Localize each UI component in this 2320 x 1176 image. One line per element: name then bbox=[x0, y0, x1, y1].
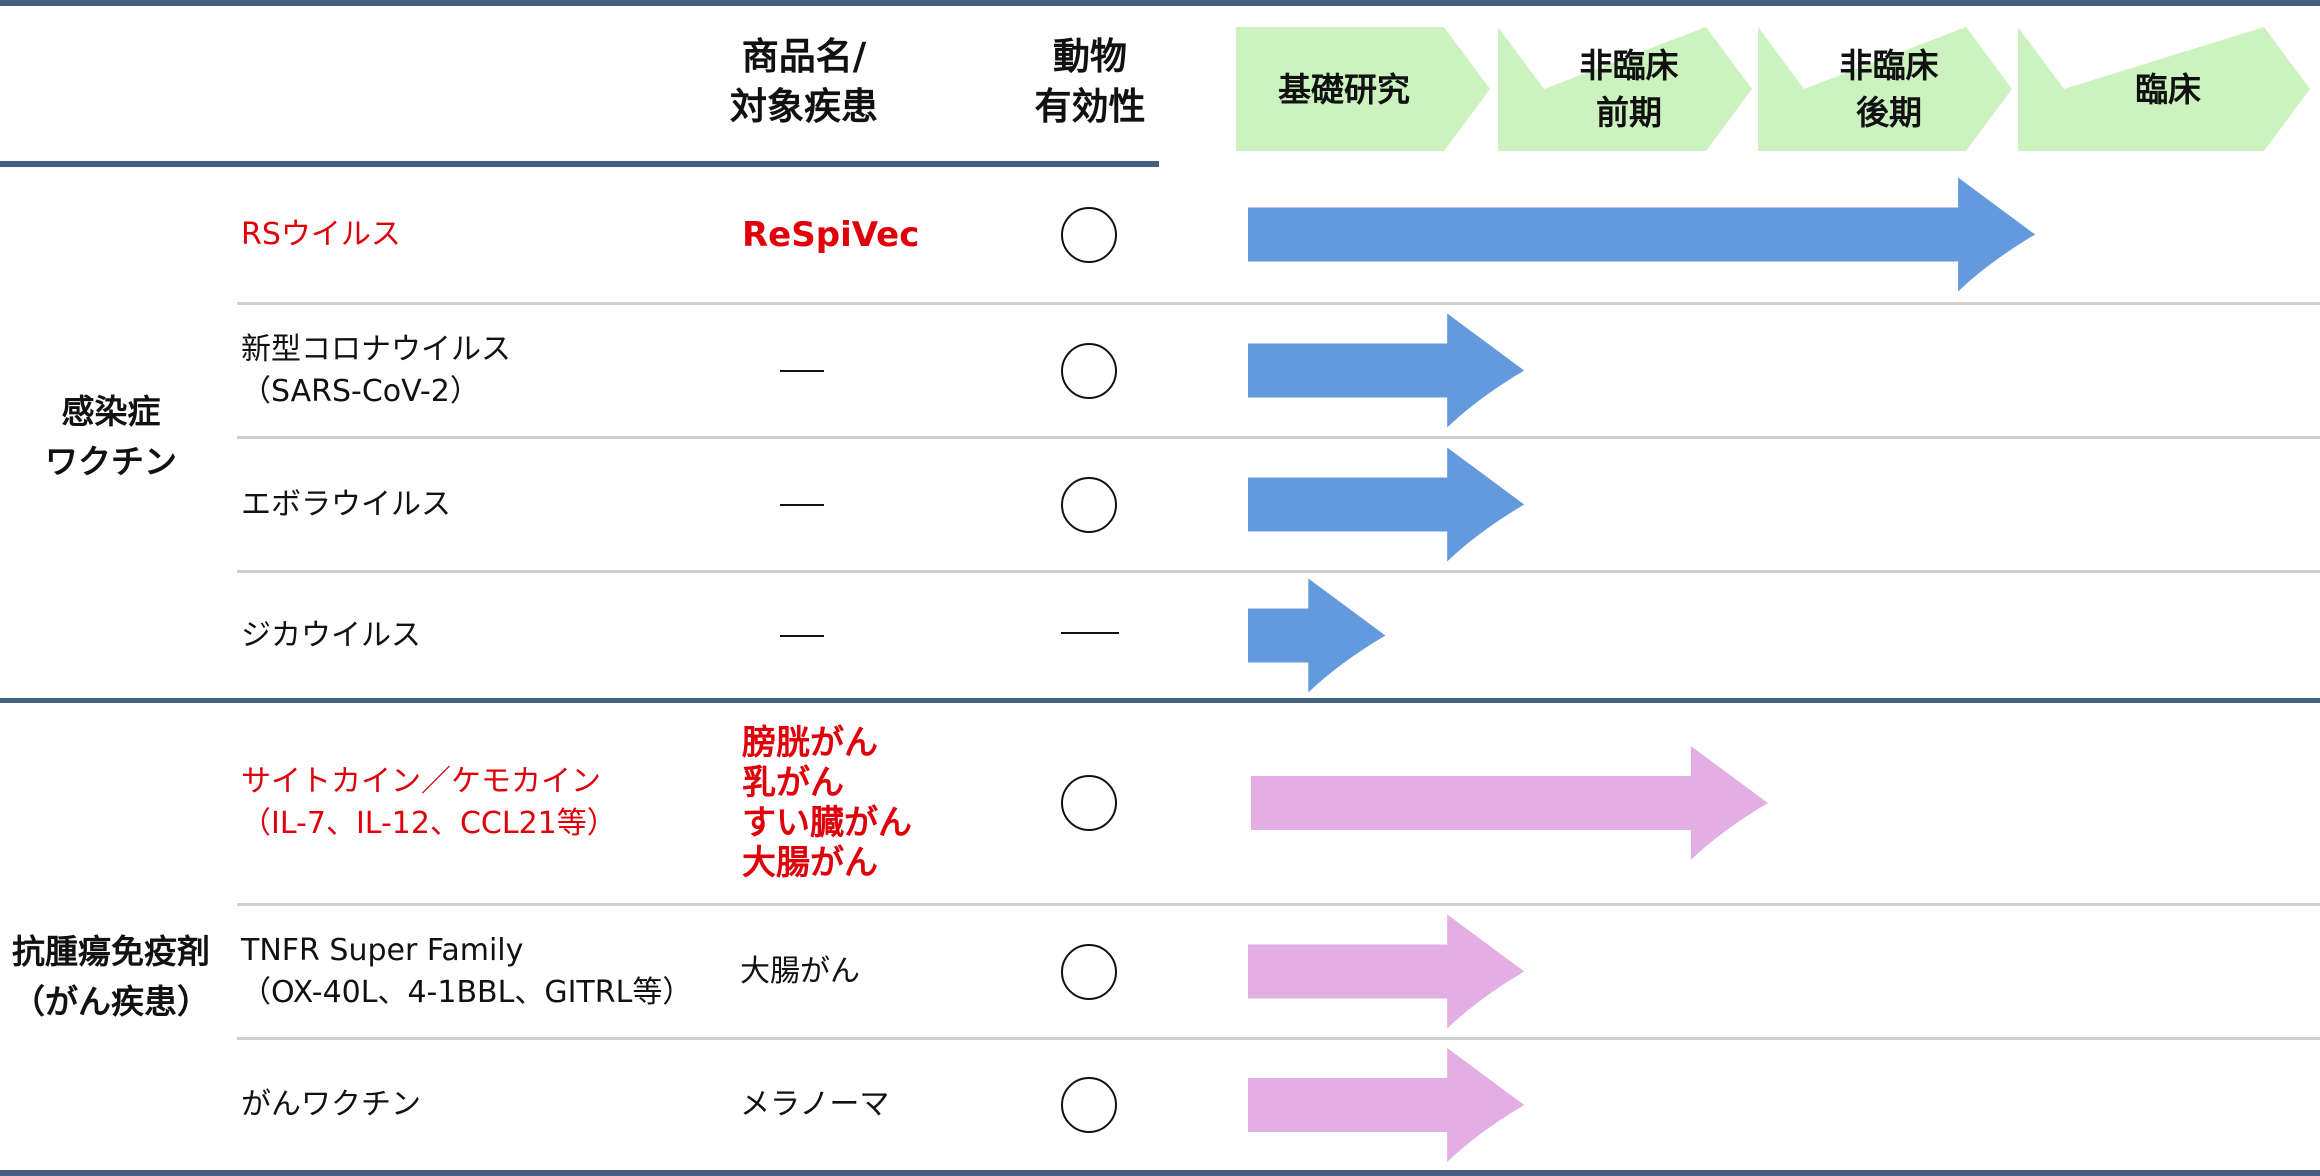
row-name-text: エボラウイルス bbox=[241, 486, 451, 522]
dash-mark bbox=[780, 634, 824, 637]
product-cell bbox=[780, 439, 840, 570]
row-name: エボラウイルス bbox=[241, 439, 681, 570]
efficacy-cell bbox=[1061, 573, 1121, 698]
product-cell-text: 膀胱がん 乳がん すい臓がん 大腸がん bbox=[742, 723, 912, 883]
row-divider bbox=[237, 1037, 2320, 1040]
circle-mark bbox=[1061, 943, 1117, 1000]
dash-mark bbox=[780, 503, 824, 506]
progress-arrow bbox=[1248, 447, 1525, 562]
circle-mark bbox=[1061, 476, 1117, 533]
stage-label: 臨床 bbox=[2135, 70, 2201, 109]
progress-arrow bbox=[1248, 914, 1525, 1029]
row-name-text: 新型コロナウイルス （SARS-CoV-2） bbox=[241, 331, 511, 409]
row-divider bbox=[237, 302, 2320, 305]
dash-mark bbox=[780, 369, 824, 372]
row-name-text: ジカウイルス bbox=[241, 617, 421, 653]
row-name-text: TNFR Super Family （OX-40L、4-1BBL、GITRL等） bbox=[241, 932, 693, 1010]
dash-mark bbox=[1061, 631, 1119, 634]
product-column-header: 商品名/ 対象疾患 bbox=[730, 35, 878, 128]
row-name: サイトカイン／ケモカイン （IL-7、IL-12、CCL21等） bbox=[241, 703, 681, 903]
product-cell: 大腸がん bbox=[740, 906, 1000, 1037]
efficacy-column-header: 動物 有効性 bbox=[1034, 35, 1146, 128]
stage-chevron bbox=[1758, 27, 2012, 151]
efficacy-cell bbox=[1061, 305, 1121, 436]
product-cell-text: メラノーマ bbox=[740, 1087, 890, 1122]
efficacy-cell bbox=[1061, 167, 1121, 302]
product-cell: ReSpiVec bbox=[742, 167, 1002, 302]
header-divider bbox=[0, 161, 1159, 167]
row-divider bbox=[237, 570, 2320, 573]
group-divider bbox=[0, 698, 2320, 703]
row-name: 新型コロナウイルス （SARS-CoV-2） bbox=[241, 305, 681, 436]
stage-chevrons bbox=[1236, 27, 2310, 151]
product-cell: メラノーマ bbox=[740, 1040, 1000, 1170]
row-name: がんワクチン bbox=[241, 1040, 681, 1170]
product-cell bbox=[780, 305, 840, 436]
progress-arrow bbox=[1248, 578, 1386, 693]
row-name: ジカウイルス bbox=[241, 573, 681, 698]
stage-chevron bbox=[2018, 27, 2310, 151]
circle-mark bbox=[1061, 775, 1117, 831]
row-name-text: がんワクチン bbox=[241, 1087, 421, 1122]
row-divider bbox=[237, 903, 2320, 906]
circle-mark bbox=[1061, 206, 1117, 263]
stage-chevron bbox=[1498, 27, 1752, 151]
efficacy-cell bbox=[1061, 906, 1121, 1037]
efficacy-cell bbox=[1061, 439, 1121, 570]
stage-label: 非臨床 前期 bbox=[1579, 46, 1679, 132]
efficacy-cell bbox=[1061, 703, 1121, 903]
progress-arrow bbox=[1251, 746, 1768, 860]
row-name: RSウイルス bbox=[241, 167, 681, 302]
circle-mark bbox=[1061, 342, 1117, 399]
row-name: TNFR Super Family （OX-40L、4-1BBL、GITRL等） bbox=[241, 906, 692, 1037]
bottom-border bbox=[0, 1170, 2320, 1176]
progress-arrow bbox=[1248, 1048, 1525, 1162]
row-divider bbox=[237, 436, 2320, 439]
group-label-vaccine: 感染症 ワクチン bbox=[45, 392, 177, 481]
product-cell-text: 大腸がん bbox=[740, 953, 860, 989]
row-name-text: サイトカイン／ケモカイン （IL-7、IL-12、CCL21等） bbox=[241, 764, 617, 841]
group-label-oncology: 抗腫瘍免疫剤 （がん疾患） bbox=[12, 932, 210, 1021]
stage-label: 非臨床 後期 bbox=[1839, 46, 1939, 132]
circle-mark bbox=[1061, 1077, 1117, 1133]
row-name-text: RSウイルス bbox=[241, 216, 401, 252]
efficacy-cell bbox=[1061, 1040, 1121, 1170]
stage-chevron bbox=[1236, 27, 1490, 151]
product-cell: 膀胱がん 乳がん すい臓がん 大腸がん bbox=[742, 703, 1002, 903]
product-cell bbox=[780, 573, 840, 698]
progress-arrow bbox=[1248, 177, 2036, 292]
stage-label: 基礎研究 bbox=[1278, 70, 1410, 109]
progress-arrow bbox=[1248, 313, 1525, 428]
top-border bbox=[0, 0, 2320, 6]
product-cell-text: ReSpiVec bbox=[742, 214, 920, 255]
